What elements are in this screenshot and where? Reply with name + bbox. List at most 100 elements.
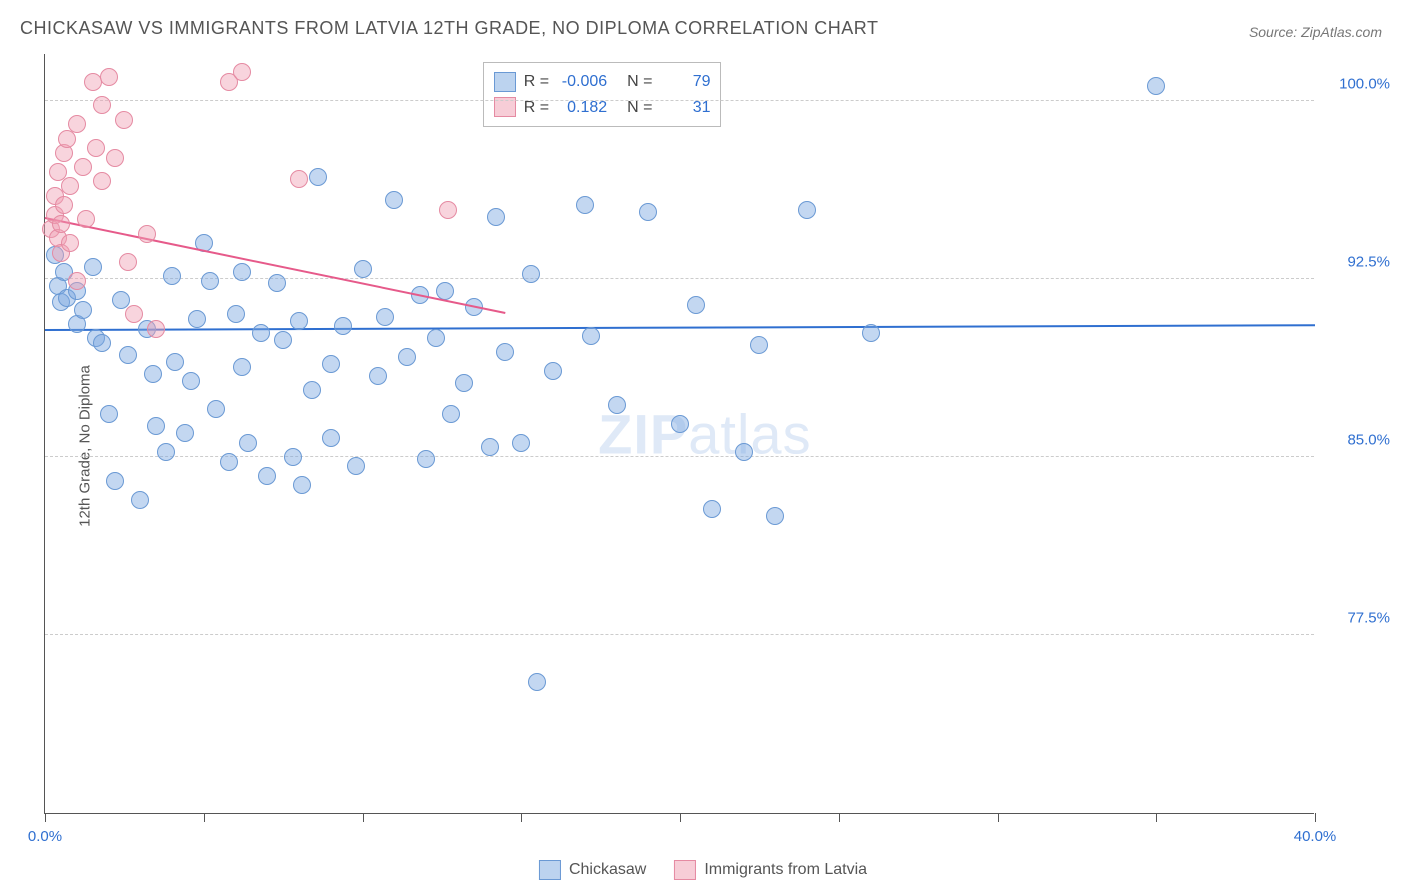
legend-swatch [674, 860, 696, 880]
scatter-point [735, 443, 753, 461]
scatter-point [369, 367, 387, 385]
stat-n-value: 31 [660, 95, 710, 121]
stats-legend-box: R =-0.006N =79R =0.182N =31 [483, 62, 722, 127]
scatter-point [131, 491, 149, 509]
scatter-point [322, 355, 340, 373]
x-tick [680, 813, 681, 822]
x-tick-label: 0.0% [28, 828, 62, 845]
scatter-point [100, 68, 118, 86]
scatter-point [608, 396, 626, 414]
scatter-point [284, 448, 302, 466]
scatter-point [1147, 77, 1165, 95]
scatter-point [687, 296, 705, 314]
scatter-point [268, 274, 286, 292]
scatter-point [144, 365, 162, 383]
x-tick [45, 813, 46, 822]
stats-row: R = 0.182 N = 31 [494, 95, 711, 121]
x-tick [521, 813, 522, 822]
scatter-point [119, 253, 137, 271]
scatter-point [334, 317, 352, 335]
x-tick [204, 813, 205, 822]
scatter-point [293, 476, 311, 494]
scatter-point [258, 467, 276, 485]
y-tick-label: 92.5% [1320, 253, 1390, 270]
scatter-point [201, 272, 219, 290]
scatter-point [147, 417, 165, 435]
y-tick-label: 77.5% [1320, 609, 1390, 626]
scatter-point [61, 234, 79, 252]
scatter-point [233, 63, 251, 81]
stat-n-label: N = [627, 95, 652, 121]
scatter-point [322, 429, 340, 447]
scatter-point [496, 343, 514, 361]
stat-n-value: 79 [660, 69, 710, 95]
stat-r-label: R = [524, 69, 549, 95]
scatter-point [100, 405, 118, 423]
scatter-point [487, 208, 505, 226]
scatter-point [309, 168, 327, 186]
scatter-point [207, 400, 225, 418]
scatter-point [398, 348, 416, 366]
scatter-point [74, 301, 92, 319]
scatter-point [347, 457, 365, 475]
scatter-point [427, 329, 445, 347]
scatter-point [77, 210, 95, 228]
scatter-point [166, 353, 184, 371]
scatter-point [87, 139, 105, 157]
scatter-point [138, 225, 156, 243]
legend-swatch [494, 72, 516, 92]
scatter-point [220, 453, 238, 471]
scatter-point [233, 358, 251, 376]
scatter-plot-area: ZIPatlas R =-0.006N =79R =0.182N =31 77.… [44, 54, 1314, 814]
scatter-point [766, 507, 784, 525]
scatter-point [528, 673, 546, 691]
source-attribution: Source: ZipAtlas.com [1249, 24, 1382, 40]
scatter-point [639, 203, 657, 221]
scatter-point [68, 272, 86, 290]
stat-r-label: R = [524, 95, 549, 121]
scatter-point [376, 308, 394, 326]
scatter-point [182, 372, 200, 390]
x-tick-label: 40.0% [1294, 828, 1337, 845]
scatter-point [522, 265, 540, 283]
scatter-point [417, 450, 435, 468]
scatter-point [106, 472, 124, 490]
scatter-point [176, 424, 194, 442]
scatter-point [455, 374, 473, 392]
scatter-point [274, 331, 292, 349]
scatter-point [157, 443, 175, 461]
scatter-point [61, 177, 79, 195]
scatter-point [93, 172, 111, 190]
scatter-point [119, 346, 137, 364]
stat-r-value: 0.182 [557, 95, 607, 121]
scatter-point [188, 310, 206, 328]
bottom-legend: Chickasaw Immigrants from Latvia [539, 860, 867, 880]
legend-item: Chickasaw [539, 860, 646, 880]
chart-title: CHICKASAW VS IMMIGRANTS FROM LATVIA 12TH… [20, 18, 878, 39]
scatter-point [52, 215, 70, 233]
scatter-point [93, 96, 111, 114]
y-tick-label: 85.0% [1320, 431, 1390, 448]
scatter-point [68, 115, 86, 133]
x-tick [1315, 813, 1316, 822]
scatter-point [442, 405, 460, 423]
scatter-point [74, 158, 92, 176]
scatter-point [798, 201, 816, 219]
scatter-point [576, 196, 594, 214]
x-tick [839, 813, 840, 822]
scatter-point [290, 170, 308, 188]
scatter-point [512, 434, 530, 452]
legend-label: Immigrants from Latvia [704, 861, 867, 879]
scatter-point [436, 282, 454, 300]
scatter-point [544, 362, 562, 380]
scatter-point [481, 438, 499, 456]
scatter-point [671, 415, 689, 433]
scatter-point [385, 191, 403, 209]
scatter-point [703, 500, 721, 518]
scatter-point [84, 258, 102, 276]
scatter-point [303, 381, 321, 399]
gridline-horizontal [45, 634, 1314, 635]
scatter-point [582, 327, 600, 345]
scatter-point [163, 267, 181, 285]
scatter-point [750, 336, 768, 354]
